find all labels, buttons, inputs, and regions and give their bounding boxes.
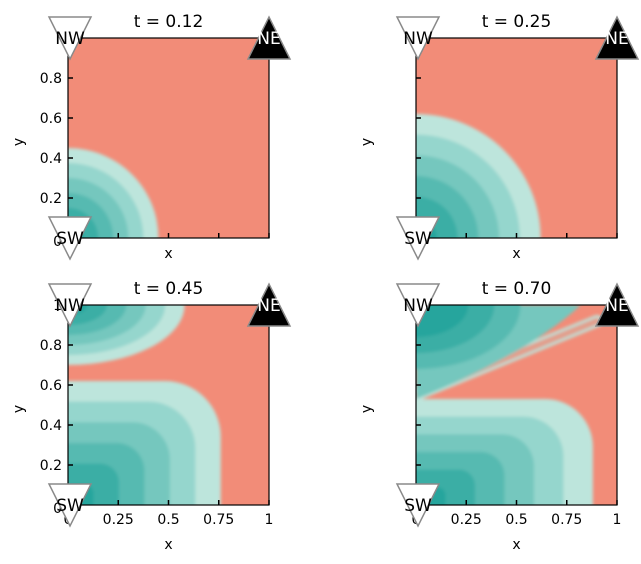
y-axis-label: y xyxy=(11,138,27,146)
field-3 xyxy=(68,305,269,505)
y-tick-label: 0.6 xyxy=(40,111,62,127)
marker-ne xyxy=(594,15,640,60)
marker-nw xyxy=(47,283,93,328)
marker-label-ne: NE xyxy=(605,29,628,49)
marker-ne xyxy=(246,282,292,327)
y-tick-label: 0.6 xyxy=(40,378,62,394)
marker-label-sw: SW xyxy=(56,496,84,516)
y-tick-label: 0.8 xyxy=(40,338,62,354)
marker-nw xyxy=(395,16,441,61)
marker-label-nw: NW xyxy=(403,296,433,316)
marker-ne xyxy=(246,15,292,60)
marker-label-ne: NE xyxy=(257,29,280,49)
x-tick-label: 1 xyxy=(265,512,274,528)
x-axis-label: x xyxy=(164,537,172,553)
x-tick-label: 0.25 xyxy=(103,512,134,528)
marker-label-sw: SW xyxy=(404,496,432,516)
marker-label-nw: NW xyxy=(55,296,85,316)
panel-title: t = 0.25 xyxy=(482,12,552,32)
x-tick-label: 0.75 xyxy=(551,512,582,528)
y-tick-label: 0.2 xyxy=(40,458,62,474)
contour-band xyxy=(416,305,469,337)
y-tick-label: 0.4 xyxy=(40,151,62,167)
panel-title: t = 0.70 xyxy=(482,279,552,299)
x-axis-label: x xyxy=(164,246,172,262)
marker-ne xyxy=(594,282,640,327)
panel-title: t = 0.12 xyxy=(134,12,204,32)
y-axis-label: y xyxy=(11,405,27,413)
marker-sw xyxy=(47,216,93,261)
panel-title: t = 0.45 xyxy=(134,279,204,299)
x-tick-label: 1 xyxy=(613,512,622,528)
marker-label-ne: NE xyxy=(605,296,628,316)
marker-label-nw: NW xyxy=(55,29,85,49)
marker-sw xyxy=(395,483,441,528)
y-tick-label: 0.8 xyxy=(40,71,62,87)
y-axis-label: y xyxy=(359,405,375,413)
x-tick-label: 0.25 xyxy=(451,512,482,528)
marker-label-sw: SW xyxy=(404,229,432,249)
marker-sw xyxy=(395,216,441,261)
y-tick-label: 1 xyxy=(53,298,62,314)
marker-label-sw: SW xyxy=(56,229,84,249)
marker-label-nw: NW xyxy=(403,29,433,49)
x-axis-label: x xyxy=(512,246,520,262)
y-axis-label: y xyxy=(359,138,375,146)
x-tick-label: 0.5 xyxy=(157,512,179,528)
x-tick-label: 0.75 xyxy=(203,512,234,528)
marker-nw xyxy=(395,283,441,328)
origin-tick-label: 0 xyxy=(53,501,62,517)
x-tick-label: 0.5 xyxy=(505,512,527,528)
marker-label-ne: NE xyxy=(257,296,280,316)
marker-sw xyxy=(47,483,93,528)
x-axis-label: x xyxy=(512,537,520,553)
marker-nw xyxy=(47,16,93,61)
field-4 xyxy=(416,305,617,505)
origin-tick-label: 0 xyxy=(53,234,62,250)
y-tick-label: 0.2 xyxy=(40,191,62,207)
y-tick-label: 0.4 xyxy=(40,418,62,434)
